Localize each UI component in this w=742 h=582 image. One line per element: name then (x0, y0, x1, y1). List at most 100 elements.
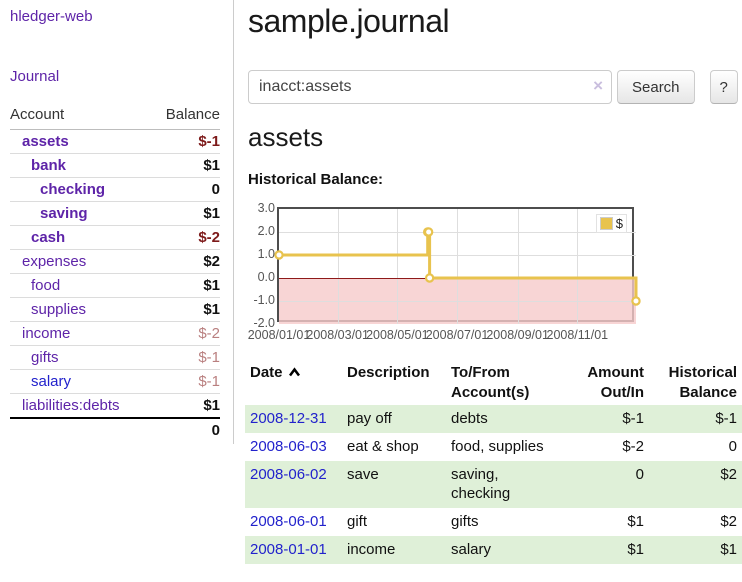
transaction-amount: $-1 (622, 410, 644, 427)
sidebar-account-food[interactable]: food (31, 277, 61, 294)
account-row: cash $-2 (10, 226, 220, 250)
transaction-balance: $2 (720, 465, 737, 483)
accounts-table: Account Balance assets $-1 bank $1 checking 0… (10, 102, 220, 442)
x-axis-label: 2008/09/01 (486, 328, 549, 342)
sidebar-account-gifts[interactable]: gifts (31, 349, 59, 366)
app-title-link[interactable]: hledger-web (10, 8, 93, 25)
column-header-to-from-account-s: To/From Account(s) (446, 360, 564, 405)
account-row: saving $1 (10, 202, 220, 226)
sidebar-item-journal[interactable]: Journal (10, 68, 60, 85)
x-axis-label: 2008/01/01 (247, 328, 311, 342)
legend-label: $ (615, 216, 623, 231)
transaction-description: gift (347, 513, 368, 531)
horizontal-gridline (279, 232, 636, 233)
account-row: income $-2 (10, 322, 220, 346)
account-row: bank $1 (10, 154, 220, 178)
chart-title: Historical Balance: (248, 171, 384, 188)
vertical-gridline (397, 209, 399, 324)
search-bar: × Search ? (248, 70, 738, 104)
transaction-balance: $1 (720, 540, 737, 558)
y-axis-label: 3.0 (257, 201, 275, 215)
sidebar-account-expenses[interactable]: expenses (22, 253, 87, 270)
transaction-date-link[interactable]: 2008-06-02 (250, 465, 327, 483)
chart-grid (279, 209, 636, 324)
sidebar-account-bank[interactable]: bank (31, 157, 67, 174)
transaction-amount: 0 (635, 465, 644, 483)
account-row: gifts $-1 (10, 346, 220, 370)
transaction-amount: $1 (627, 513, 644, 531)
account-row: salary $-1 (10, 370, 220, 394)
clear-search-icon[interactable]: × (593, 76, 603, 95)
y-axis-label: 0.0 (257, 270, 275, 284)
transaction-balance: 0 (728, 437, 737, 455)
vertical-gridline (337, 209, 339, 324)
transaction-balance: $2 (720, 513, 737, 531)
data-point-marker (274, 250, 284, 260)
transaction-accounts: food, supplies (451, 437, 544, 455)
column-header-label: Date (250, 364, 283, 381)
search-button[interactable]: Search (617, 70, 695, 104)
transaction-date-link[interactable]: 2008-01-01 (250, 540, 327, 558)
account-balance: $-1 (198, 373, 220, 390)
sidebar-account-assets[interactable]: assets (22, 133, 69, 150)
sidebar-account-checking[interactable]: checking (40, 181, 106, 198)
register-row: 2008-06-03 eat & shop food, supplies $-2 0 (245, 433, 742, 461)
main-content: sample.journal × Search ? assets Histori… (245, 0, 742, 582)
account-balance: $1 (203, 205, 220, 222)
chart-legend: $ (595, 214, 627, 233)
transaction-amount: $-2 (622, 437, 644, 455)
legend-swatch (599, 217, 613, 230)
account-balance: $1 (203, 157, 220, 174)
sort-ascending-icon (288, 367, 300, 377)
sidebar-account-supplies[interactable]: supplies (31, 301, 87, 318)
account-row: liabilities:debts $1 (10, 394, 220, 417)
data-point-marker (631, 296, 641, 306)
accounts-total-row: 0 (10, 417, 220, 442)
horizontal-gridline (279, 255, 636, 256)
transaction-accounts: salary (451, 540, 492, 558)
column-header-label: To/From Account(s) (451, 364, 530, 401)
column-header-description: Description (342, 360, 446, 405)
account-row: food $1 (10, 274, 220, 298)
sidebar-account-saving[interactable]: saving (40, 205, 88, 222)
vertical-gridline (457, 209, 458, 324)
transaction-date-link[interactable]: 2008-12-31 (250, 410, 327, 427)
sidebar-account-income[interactable]: income (22, 325, 71, 342)
transaction-description: save (347, 465, 379, 483)
y-axis-label: 1.0 (257, 247, 275, 261)
horizontal-gridline (279, 301, 636, 302)
column-header-label: Amount Out/In (587, 364, 644, 401)
data-point-marker (423, 227, 434, 237)
register-row: 2008-12-31 pay off debts $-1 $-1 (245, 405, 742, 433)
transaction-date-link[interactable]: 2008-06-03 (250, 437, 327, 455)
search-input[interactable] (248, 70, 612, 104)
sidebar: hledger-web Journal Account Balance asse… (10, 8, 220, 442)
sidebar-divider (233, 0, 234, 444)
transaction-description: pay off (347, 410, 392, 427)
data-point-marker (424, 273, 435, 283)
accounts-header-balance: Balance (165, 106, 220, 123)
accounts-header-account: Account (10, 106, 65, 123)
help-button[interactable]: ? (709, 70, 738, 104)
account-balance: $1 (203, 277, 220, 294)
sidebar-account-salary[interactable]: salary (31, 373, 72, 390)
account-balance: $-1 (198, 349, 220, 366)
search-input-wrap: × (248, 70, 612, 104)
vertical-gridline (577, 209, 579, 324)
account-balance: $-1 (198, 133, 220, 150)
column-header-label: Historical Balance (668, 364, 737, 401)
sidebar-account-liabilities-debts[interactable]: liabilities:debts (22, 397, 120, 414)
account-balance: $1 (203, 397, 220, 414)
y-axis-label: 2.0 (257, 224, 275, 238)
sidebar-account-cash[interactable]: cash (31, 229, 66, 246)
chart-line-svg (274, 227, 641, 306)
x-axis-label: 2008/05/01 (366, 328, 429, 342)
transaction-date-link[interactable]: 2008-06-01 (250, 513, 327, 531)
x-axis-label: 2008/07/01 (425, 328, 489, 342)
column-header-date[interactable]: Date (245, 360, 342, 405)
account-balance: $2 (203, 253, 220, 270)
transaction-accounts: debts (451, 410, 488, 427)
account-balance: 0 (211, 181, 220, 198)
transaction-description: income (347, 540, 396, 558)
account-heading: assets (248, 122, 324, 152)
